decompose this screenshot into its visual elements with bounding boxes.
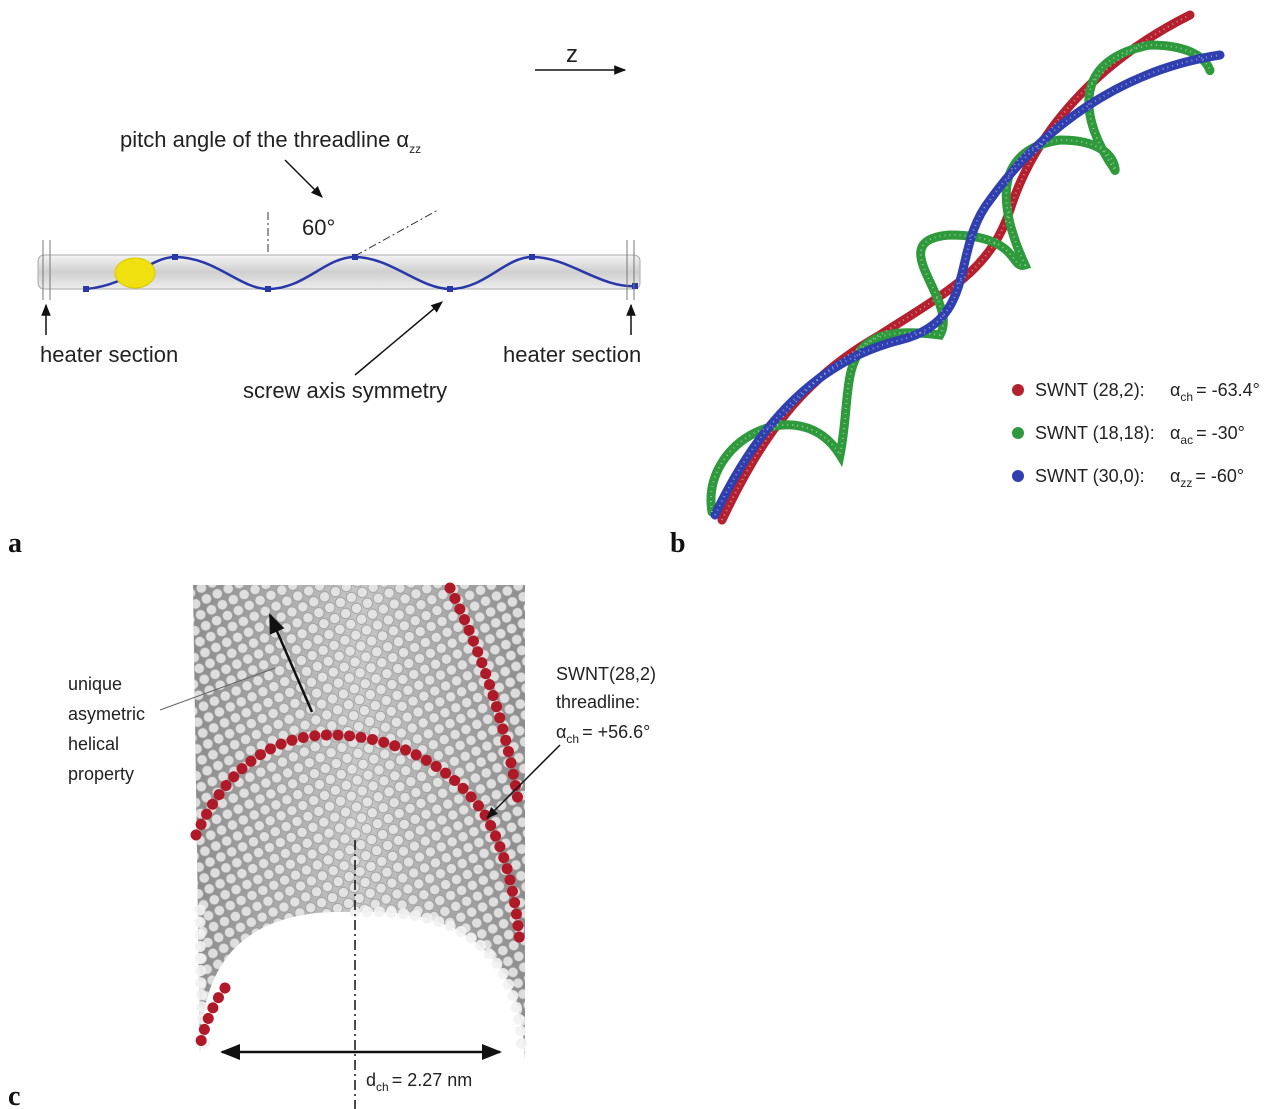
heater-marks: [42, 240, 635, 300]
threadline-angle: αch = +56.6°: [556, 722, 650, 746]
legend-sub: zz: [1180, 476, 1192, 490]
angle-symbol: α: [556, 722, 566, 742]
screw-points: [83, 254, 638, 292]
legend-entry: SWNT (18,18): αac = -30°: [1035, 423, 1245, 447]
helix-beads: [710, 14, 1221, 521]
pitch-sub: zz: [409, 142, 421, 156]
legend-value: = -63.4°: [1196, 380, 1260, 400]
legend-symbol: α: [1170, 466, 1180, 486]
panel-a: z pitch angle of the threadline αzz 60° …: [8, 41, 641, 559]
legend-name: SWNT (18,18):: [1035, 423, 1155, 443]
angle-line: [354, 209, 439, 257]
panel-label: b: [670, 528, 686, 559]
panel-c: unique asymetric helical property SWNT(2…: [8, 582, 656, 1109]
panel-label: a: [8, 528, 22, 559]
diameter-label: dch = 2.27 nm: [366, 1070, 472, 1094]
legend-name: SWNT (28,2):: [1035, 380, 1145, 400]
legend-name: SWNT (30,0):: [1035, 466, 1145, 486]
diameter-symbol: d: [366, 1070, 376, 1090]
legend: SWNT (28,2): αch = -63.4° SWNT (18,18): αac…: [1012, 380, 1260, 490]
pitch-text: pitch angle of the threadline: [120, 127, 396, 152]
threadline-label: SWNT(28,2): [556, 664, 656, 684]
legend-sub: ch: [1180, 390, 1193, 404]
threadline-label: threadline:: [556, 692, 640, 712]
heater-label: heater section: [40, 342, 178, 367]
screw-arrow: [354, 301, 443, 376]
legend-entry: SWNT (30,0): αzz = -60°: [1035, 466, 1244, 490]
heater-label: heater section: [503, 342, 641, 367]
legend-symbol: α: [1170, 380, 1180, 400]
diameter-sub: ch: [376, 1080, 389, 1094]
note-line: helical: [68, 734, 119, 754]
legend-entry: SWNT (28,2): αch = -63.4°: [1035, 380, 1260, 404]
helix-texture: [721, 14, 1191, 521]
legend-dot: [1012, 384, 1024, 396]
pitch-label: pitch angle of the threadline αzz: [120, 127, 421, 156]
angle-label: 60°: [302, 215, 335, 240]
threadline-arrow: [486, 744, 561, 819]
note-line: unique: [68, 674, 122, 694]
pitch-arrow: [284, 159, 323, 198]
angle-sub: ch: [566, 732, 579, 746]
helix: [706, 40, 1215, 517]
direction-arrow: [268, 613, 314, 713]
legend-symbol: α: [1170, 423, 1180, 443]
diameter-value: = 2.27 nm: [392, 1070, 473, 1090]
legend-value: = -30°: [1196, 423, 1245, 443]
legend-dot: [1012, 427, 1024, 439]
panel-b-helices: [706, 10, 1225, 525]
note-line: asymetric: [68, 704, 145, 724]
legend-dot: [1012, 470, 1024, 482]
pitch-symbol: α: [396, 127, 409, 152]
angle-value: = +56.6°: [582, 722, 650, 742]
note-line: property: [68, 764, 134, 784]
axis-label: z: [566, 41, 578, 68]
helix: [710, 50, 1225, 520]
leader-line: [159, 667, 276, 711]
screw-label: screw axis symmetry: [243, 378, 447, 403]
helix-texture: [714, 54, 1221, 516]
legend-value: = -60°: [1195, 466, 1244, 486]
nanotube: [37, 254, 641, 290]
legend-sub: ac: [1180, 433, 1193, 447]
panel-label: c: [8, 1081, 20, 1109]
heater-blob: [114, 257, 156, 289]
red-threadline: [190, 582, 526, 1051]
